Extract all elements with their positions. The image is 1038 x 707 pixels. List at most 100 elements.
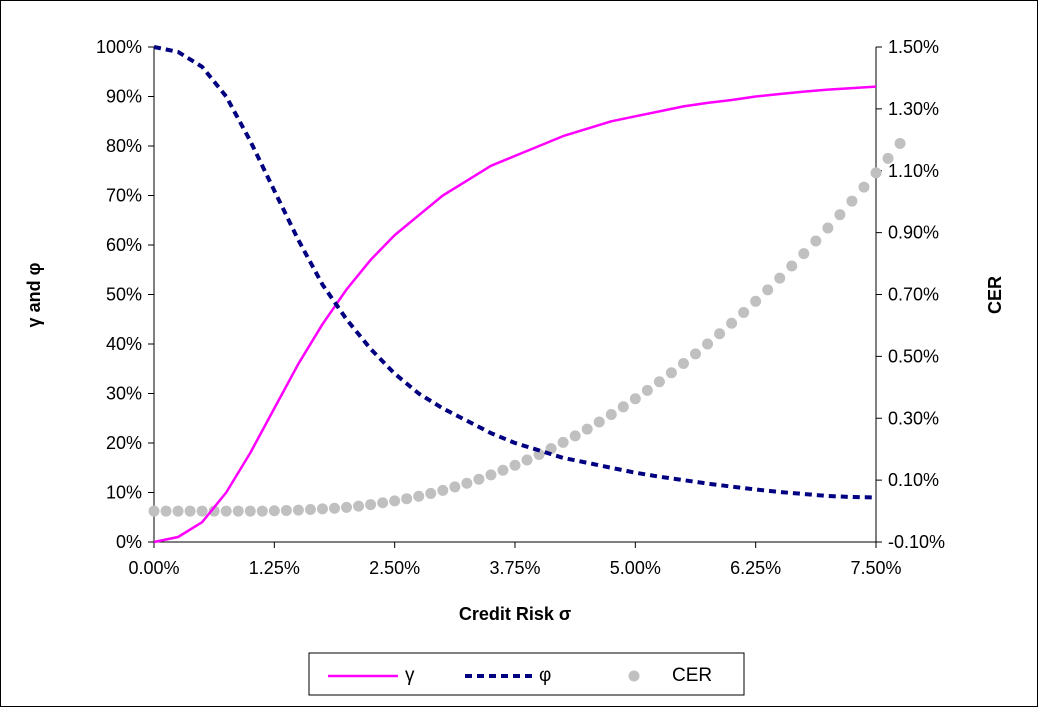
cer-point: [810, 235, 822, 247]
x-tick-label: 2.50%: [369, 558, 420, 578]
cer-point: [690, 348, 701, 360]
x-tick-label: 7.50%: [850, 558, 901, 578]
legend-swatch-cer: [628, 670, 640, 682]
cer-point: [256, 505, 268, 517]
cer-point: [365, 499, 377, 511]
cer-point: [196, 505, 208, 517]
cer-point: [726, 317, 738, 329]
right-y-tick-label: 0.90%: [888, 223, 939, 243]
cer-point: [148, 505, 160, 517]
cer-point: [497, 464, 509, 476]
left-y-tick-label: 0%: [116, 532, 142, 552]
cer-point: [521, 454, 533, 466]
cer-point: [425, 487, 437, 499]
series-gamma-line: [153, 85, 877, 544]
cer-point: [208, 505, 220, 517]
cer-point: [244, 505, 256, 517]
right-y-axis-title: CER: [985, 276, 1005, 314]
cer-point: [702, 338, 714, 350]
cer-point: [629, 393, 641, 405]
left-y-axis-title: γ and φ: [24, 262, 44, 327]
right-y-tick-label: 0.70%: [888, 285, 939, 305]
cer-point: [401, 493, 413, 505]
cer-point: [232, 505, 244, 517]
cer-point: [353, 500, 365, 512]
left-y-tick-label: 20%: [106, 433, 142, 453]
right-y-tick-label: 0.30%: [888, 408, 939, 428]
right-y-tick-label: 0.10%: [888, 470, 939, 490]
cer-point: [557, 436, 569, 448]
cer-point: [533, 448, 545, 460]
cer-point: [882, 152, 894, 164]
cer-point: [653, 376, 665, 388]
series-cer: [148, 138, 906, 517]
cer-point: [341, 501, 353, 513]
right-y-tick-label: 0.50%: [888, 346, 939, 366]
right-y-tick-label: 1.30%: [888, 99, 939, 119]
right-y-tick-label: 1.50%: [888, 37, 939, 57]
cer-point: [316, 503, 328, 515]
cer-point: [798, 248, 810, 260]
cer-point: [677, 357, 689, 369]
cer-point: [377, 497, 389, 509]
cer-point: [641, 384, 653, 396]
legend-label-gamma: γ: [405, 665, 415, 686]
cer-point: [413, 490, 425, 502]
cer-point: [485, 469, 497, 481]
cer-point: [774, 272, 786, 284]
left-y-tick-label: 40%: [106, 334, 142, 354]
x-tick-label: 0.00%: [128, 558, 179, 578]
cer-point: [172, 505, 184, 517]
cer-point: [160, 505, 172, 517]
cer-point: [858, 181, 870, 193]
left-y-tick-label: 100%: [96, 37, 142, 57]
cer-point: [449, 481, 461, 493]
cer-point: [894, 138, 906, 150]
cer-point: [569, 430, 581, 442]
x-tick-label: 5.00%: [610, 558, 661, 578]
cer-point: [714, 328, 726, 340]
cer-point: [738, 306, 750, 318]
left-y-tick-label: 80%: [106, 136, 142, 156]
legend-label-phi: φ: [539, 665, 551, 686]
series-layer: [148, 45, 906, 544]
cer-point: [834, 209, 846, 221]
cer-point: [220, 505, 232, 517]
cer-point: [870, 167, 882, 179]
cer-point: [750, 295, 762, 307]
cer-point: [822, 222, 834, 234]
legend-label-cer: CER: [672, 665, 712, 686]
right-y-ticks: -0.10% 0.10% 0.30% 0.50% 0.70% 0.90% 1.10% 1.30…: [876, 37, 945, 552]
cer-point: [437, 484, 449, 496]
cer-point: [846, 195, 858, 207]
cer-point: [304, 504, 316, 516]
cer-point: [280, 504, 292, 516]
cer-point: [268, 505, 280, 517]
cer-point: [581, 423, 593, 435]
cer-point: [329, 502, 340, 514]
x-axis-title: Credit Risk σ: [459, 604, 571, 624]
cer-point: [292, 504, 304, 516]
cer-point: [461, 477, 473, 489]
left-y-tick-label: 70%: [106, 186, 142, 206]
cer-point: [605, 409, 617, 421]
x-tick-label: 6.25%: [730, 558, 781, 578]
left-y-tick-label: 50%: [106, 285, 142, 305]
cer-point: [509, 459, 521, 471]
cer-point: [473, 473, 485, 485]
left-y-tick-label: 60%: [106, 235, 142, 255]
x-tick-label: 3.75%: [489, 558, 540, 578]
cer-point: [593, 416, 605, 428]
series-phi-line: [153, 45, 877, 500]
legend: γ φ CER: [308, 652, 745, 696]
cer-point: [184, 505, 196, 517]
right-y-tick-label: 1.10%: [888, 161, 939, 181]
right-y-tick-label: -0.10%: [888, 532, 945, 552]
left-y-tick-label: 90%: [106, 87, 142, 107]
x-ticks: 0.00% 1.25% 2.50% 3.75% 5.00% 6.25% 7.50%: [128, 542, 902, 578]
cer-point: [617, 401, 629, 413]
left-y-ticks: 0% 10% 20% 30% 40% 50% 60% 70% 80% 90% 100%: [96, 37, 154, 552]
cer-point: [762, 284, 774, 296]
left-y-tick-label: 10%: [106, 483, 142, 503]
